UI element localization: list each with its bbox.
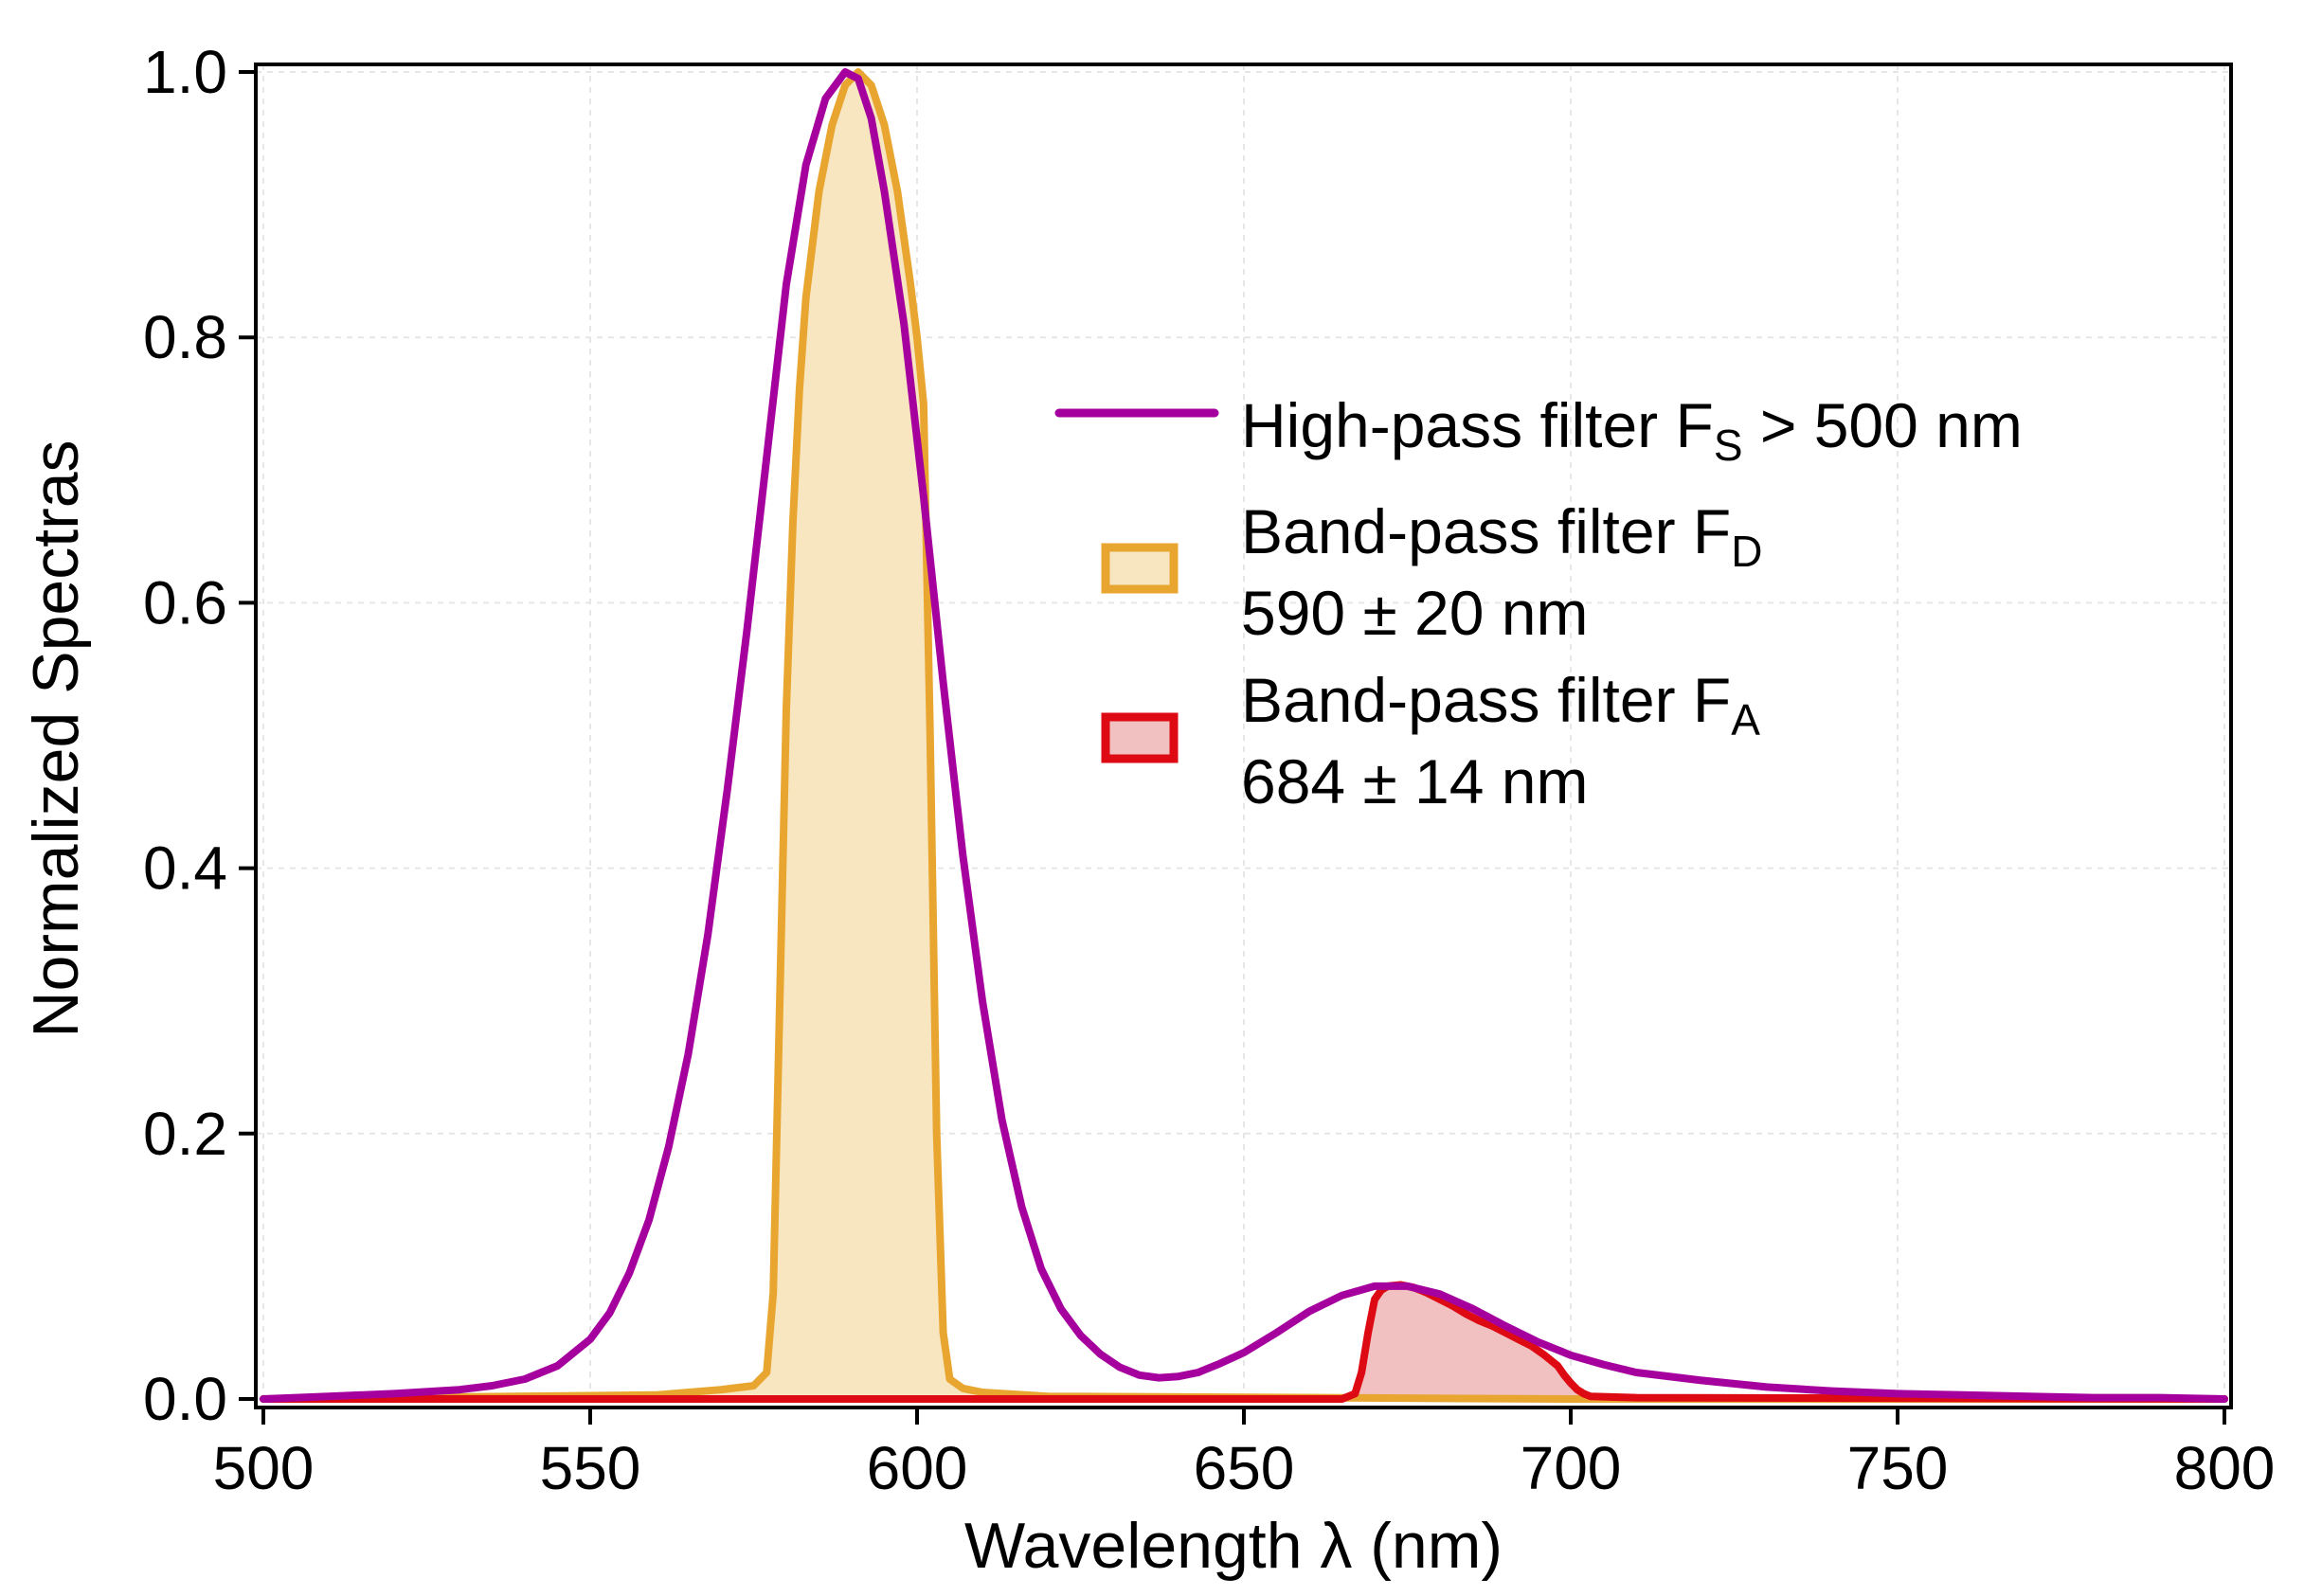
legend-label-bandpass-d: Band-pass filter FD bbox=[1241, 496, 1762, 576]
x-axis: 500 550 600 650 700 750 800 bbox=[213, 1408, 2276, 1502]
y-tick-label: 0.4 bbox=[143, 834, 227, 903]
y-tick-label: 1.0 bbox=[143, 38, 227, 106]
x-axis-label: Wavelength λ (nm) bbox=[964, 1510, 1503, 1582]
x-tick-label: 600 bbox=[867, 1434, 968, 1502]
grid-lines bbox=[256, 64, 2231, 1408]
legend-label-bandpass-a: Band-pass filter FA bbox=[1241, 665, 1760, 744]
series-line-a bbox=[260, 1281, 2228, 1403]
legend: High-pass filter FS > 500 nm Band-pass fi… bbox=[1054, 390, 2023, 816]
legend-label-highpass: High-pass filter FS > 500 nm bbox=[1241, 390, 2023, 470]
x-tick-label: 800 bbox=[2174, 1434, 2276, 1502]
legend-swatch-bandpass-a bbox=[1101, 712, 1179, 763]
x-tick-label: 750 bbox=[1847, 1434, 1949, 1502]
y-tick-label: 0.2 bbox=[143, 1100, 227, 1168]
x-tick-label: 700 bbox=[1521, 1434, 1622, 1502]
y-axis: 0.0 0.2 0.4 0.6 0.8 1.0 bbox=[143, 38, 256, 1433]
y-tick-label: 0.0 bbox=[143, 1365, 227, 1433]
y-axis-label: Normalized Spectras bbox=[20, 439, 92, 1037]
y-tick-label: 0.6 bbox=[143, 568, 227, 637]
legend-label-bandpass-d-range: 590 ± 20 nm bbox=[1241, 578, 1588, 648]
legend-swatch-bandpass-d bbox=[1101, 543, 1179, 594]
series-lines bbox=[260, 68, 2228, 1403]
x-tick-label: 650 bbox=[1194, 1434, 1295, 1502]
legend-label-bandpass-a-range: 684 ± 14 nm bbox=[1241, 746, 1588, 816]
y-tick-label: 0.8 bbox=[143, 303, 227, 371]
x-tick-label: 500 bbox=[213, 1434, 315, 1502]
series-line-d bbox=[260, 68, 2228, 1403]
x-tick-label: 550 bbox=[540, 1434, 641, 1502]
series-line-s bbox=[260, 68, 2228, 1403]
